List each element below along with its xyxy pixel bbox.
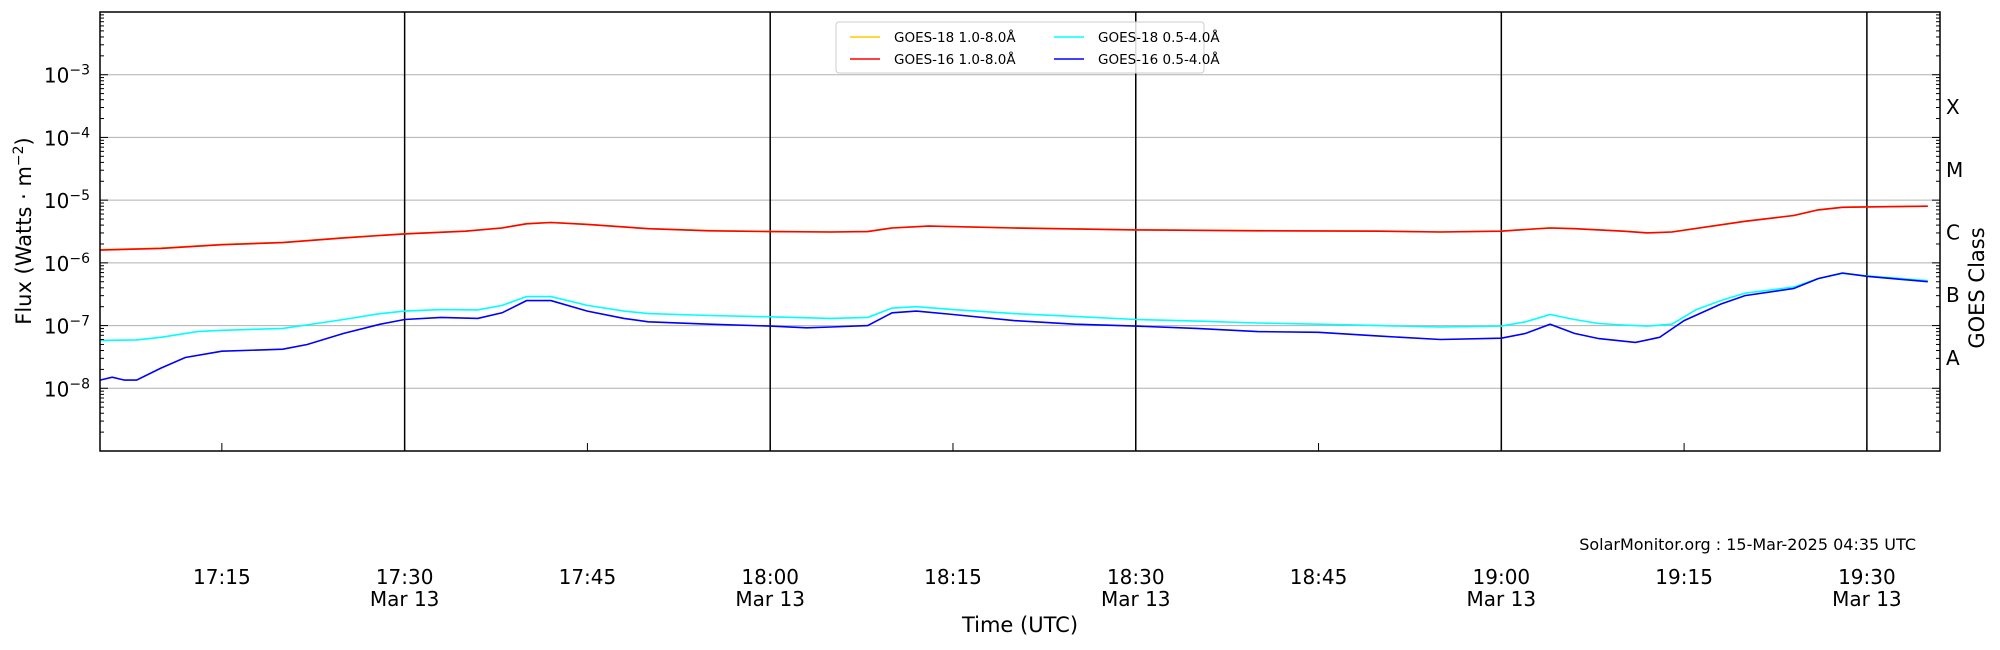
series-lines	[99, 205, 1928, 381]
x-tick-date-label: Mar 13	[370, 587, 440, 611]
goes-class-label: X	[1946, 95, 1960, 119]
x-tick-label: 19:15	[1655, 565, 1713, 589]
legend-box	[835, 21, 1205, 74]
x-tick-label: 19:00	[1473, 565, 1531, 589]
x-tick-label: 18:45	[1290, 565, 1348, 589]
watermark-annotation: SolarMonitor.org : 15-Mar-2025 04:35 UTC	[1579, 535, 1916, 554]
goes-class-label: A	[1946, 346, 1960, 370]
legend-label: GOES-18 1.0-8.0Å	[894, 29, 1016, 46]
x-tick-label: 18:30	[1107, 565, 1165, 589]
y-tick-label: 10−6	[44, 251, 90, 276]
y-tick-label: 10−4	[44, 125, 90, 150]
x-tick-label: 17:15	[193, 565, 251, 589]
gridlines	[100, 74, 1940, 389]
x-tick-date-label: Mar 13	[1832, 587, 1902, 611]
goes-class-label: C	[1946, 221, 1960, 245]
x-axis-label: Time (UTC)	[961, 613, 1078, 637]
goes-class-label: B	[1946, 283, 1960, 307]
y-tick-label: 10−5	[44, 188, 90, 213]
series-line	[99, 272, 1928, 381]
x-tick-label: 18:15	[924, 565, 982, 589]
legend-label: GOES-16 0.5-4.0Å	[1098, 51, 1220, 68]
legend: GOES-18 1.0-8.0Å GOES-16 1.0-8.0Å GOES-18 …	[835, 21, 1220, 74]
y2-axis-label: GOES Class	[1965, 227, 1989, 348]
legend-label: GOES-16 1.0-8.0Å	[894, 51, 1016, 68]
x-tick-date-label: Mar 13	[1467, 587, 1537, 611]
plot-frame	[99, 11, 1941, 452]
x-tick-label: 19:30	[1838, 565, 1896, 589]
x-tick-label: 18:00	[741, 565, 799, 589]
y-tick-label: 10−8	[44, 376, 90, 401]
y-axis-label: Flux (Watts · m−2)	[11, 137, 36, 325]
x-tick-label: 17:30	[376, 565, 434, 589]
goes-class-label: M	[1946, 158, 1963, 182]
vertical-hour-lines	[403, 12, 1868, 451]
y-tick-label: 10−3	[44, 63, 90, 88]
x-tick-date-label: Mar 13	[735, 587, 805, 611]
x-tick-date-label: Mar 13	[1101, 587, 1171, 611]
legend-label: GOES-18 0.5-4.0Å	[1098, 29, 1220, 46]
x-tick-label: 17:45	[559, 565, 617, 589]
y-tick-label: 10−7	[44, 314, 90, 339]
series-line	[99, 272, 1928, 342]
series-line	[99, 205, 1928, 251]
